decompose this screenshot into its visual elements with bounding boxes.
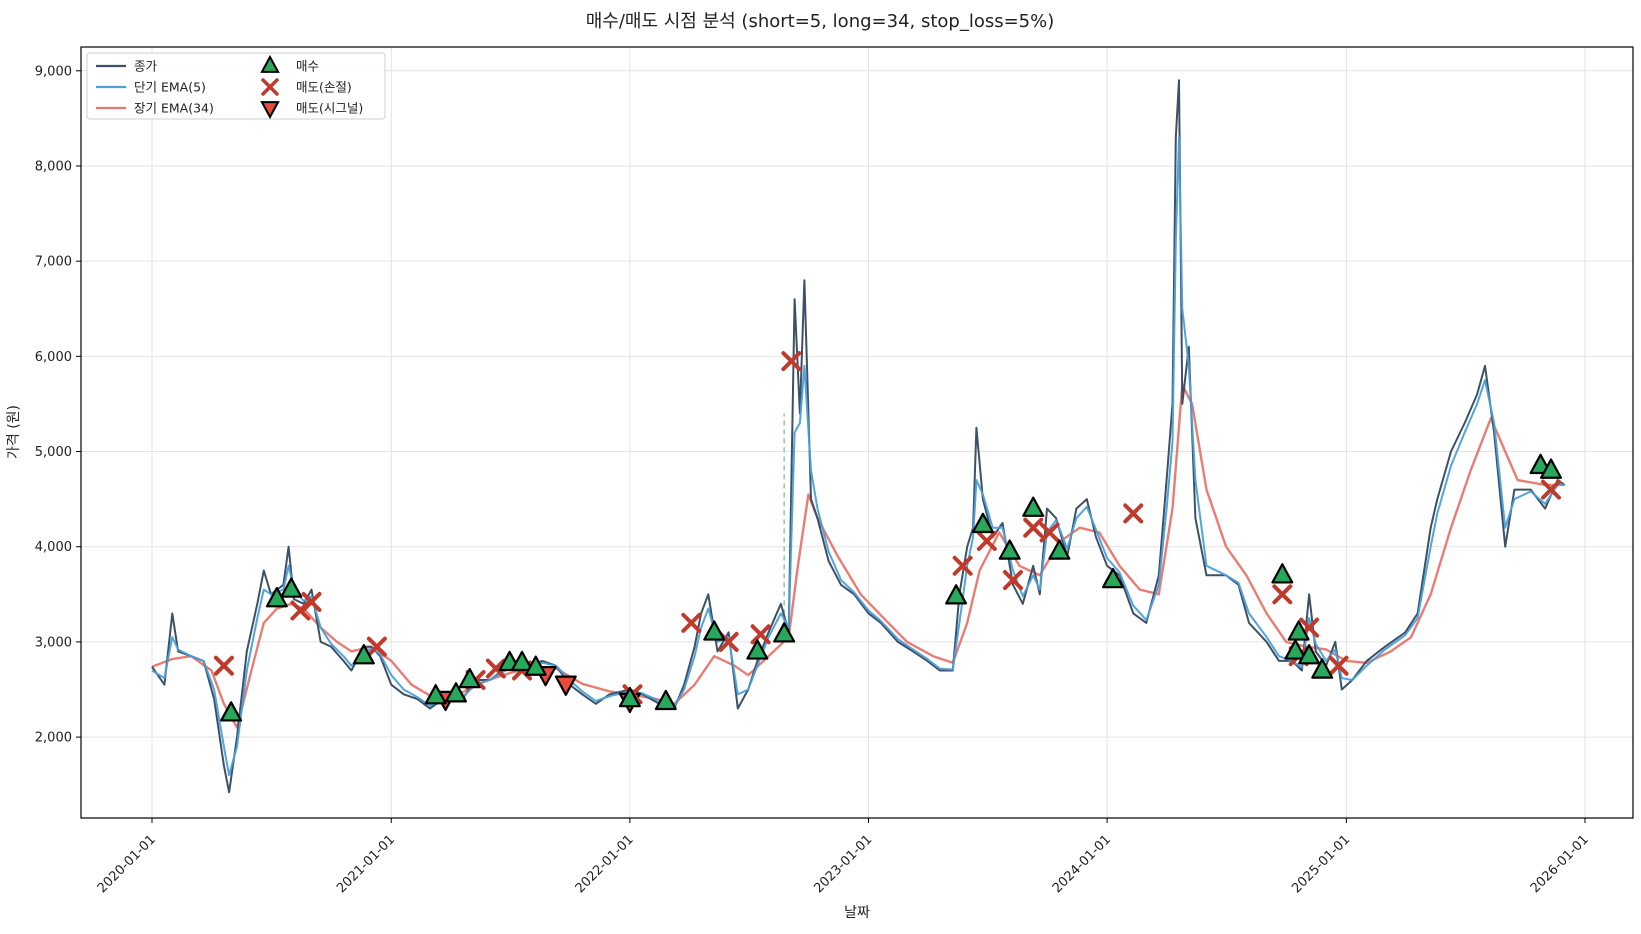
buy-marker xyxy=(352,644,375,665)
marker-layer xyxy=(213,351,1563,722)
buy-marker xyxy=(220,701,243,722)
series-line-long-ema xyxy=(151,383,1565,729)
x-axis-title: 날짜 xyxy=(844,905,870,921)
buy-marker xyxy=(773,622,796,643)
sell-stop-marker xyxy=(366,636,387,657)
x-marker-stroke xyxy=(301,591,322,612)
x-marker-stroke xyxy=(1039,522,1060,543)
sell-stop-marker xyxy=(681,612,702,633)
grid-layer xyxy=(81,47,1633,818)
x-marker-stroke xyxy=(718,631,739,652)
sell-stop-marker xyxy=(781,351,802,372)
sell-stop-marker xyxy=(1272,584,1293,605)
x-marker-stroke xyxy=(1002,570,1023,591)
buy-marker xyxy=(746,639,769,660)
sell-stop-marker xyxy=(1328,655,1349,676)
legend-box xyxy=(86,52,386,120)
legend-label-long-ema: 장기 EMA(34) xyxy=(134,101,214,116)
sell-stop-marker xyxy=(213,655,234,676)
buy-marker xyxy=(1271,563,1294,584)
buy-marker xyxy=(1048,539,1071,560)
buy-marker xyxy=(618,686,641,708)
buy-marker xyxy=(1287,620,1310,641)
buy-marker xyxy=(524,655,547,676)
buy-marker xyxy=(971,512,994,534)
buy-marker xyxy=(511,650,534,672)
legend-label-short-ema: 단기 EMA(5) xyxy=(134,80,206,95)
x-marker-stroke xyxy=(261,78,279,96)
sell-stop-marker xyxy=(1541,479,1562,500)
plot-layer xyxy=(151,79,1566,794)
buy-marker xyxy=(1101,567,1124,589)
buy-marker xyxy=(1298,644,1321,665)
sell-stop-marker xyxy=(1023,517,1044,538)
plot-frame xyxy=(80,46,1634,819)
buy-marker xyxy=(1540,458,1563,479)
buy-marker xyxy=(998,539,1021,560)
y-tick-label: 2,000 xyxy=(35,731,72,746)
y-tick-label: 8,000 xyxy=(35,159,72,174)
sell-stop-marker xyxy=(301,591,322,612)
y-tick-label: 3,000 xyxy=(35,635,72,650)
buy-marker xyxy=(1284,639,1307,660)
buy-marker xyxy=(458,667,481,689)
sell-stop-marker xyxy=(1123,503,1144,524)
x-marker-stroke xyxy=(976,531,997,552)
x-tick-label: 2026-01-01 xyxy=(1528,832,1592,896)
x-marker-stroke xyxy=(750,624,771,645)
y-axis-title: 가격 (원) xyxy=(6,405,22,459)
buy-marker xyxy=(654,689,677,711)
y-tick-label: 4,000 xyxy=(35,540,72,555)
legend-label-close: 종가 xyxy=(134,59,158,74)
y-tick-label: 6,000 xyxy=(35,350,72,365)
chart-title: 매수/매도 시점 분석 (short=5, long=34, stop_loss… xyxy=(586,11,1055,32)
y-tick-label: 5,000 xyxy=(35,445,72,460)
series-line-close xyxy=(151,79,1566,794)
x-marker-stroke xyxy=(1123,503,1144,524)
x-tick-label: 2023-01-01 xyxy=(811,832,875,896)
x-marker-stroke xyxy=(366,636,387,657)
y-tick-label: 9,000 xyxy=(35,64,72,79)
sell-stop-marker xyxy=(1039,522,1060,543)
legend-swatch-sell-stop xyxy=(261,78,279,96)
x-tick-label: 2025-01-01 xyxy=(1289,832,1353,896)
x-tick-label: 2021-01-01 xyxy=(334,832,398,896)
buy-marker xyxy=(1022,496,1045,517)
buy-marker xyxy=(280,577,303,598)
x-tick-label: 2022-01-01 xyxy=(573,832,637,896)
buy-marker xyxy=(424,684,447,705)
buy-marker xyxy=(945,584,968,605)
x-marker-stroke xyxy=(1328,655,1349,676)
legend-label-buy: 매수 xyxy=(296,59,319,74)
legend-swatch-sell-signal xyxy=(260,101,280,120)
buy-marker xyxy=(703,620,726,641)
sell-stop-marker xyxy=(976,531,997,552)
sell-stop-marker xyxy=(952,555,973,576)
legend-label-sell-signal: 매도(시그널) xyxy=(296,101,363,116)
x-marker-stroke xyxy=(213,655,234,676)
x-marker-stroke xyxy=(781,351,802,372)
x-marker-stroke xyxy=(681,612,702,633)
sell-stop-marker xyxy=(750,624,771,645)
buy-marker xyxy=(444,682,467,703)
legend-label-sell-stop: 매도(손절) xyxy=(296,80,352,95)
x-marker-stroke xyxy=(1272,584,1293,605)
series-line-short-ema xyxy=(151,136,1565,777)
sell-stop-marker xyxy=(485,658,506,679)
x-marker-stroke xyxy=(1541,479,1562,500)
x-tick-label: 2024-01-01 xyxy=(1050,832,1114,896)
x-tick-label: 2020-01-01 xyxy=(95,832,159,896)
sell-stop-marker xyxy=(1002,570,1023,591)
x-marker-stroke xyxy=(952,555,973,576)
legend-swatch-buy xyxy=(260,54,280,73)
y-tick-label: 7,000 xyxy=(35,255,72,270)
sell-signal-marker xyxy=(554,675,577,696)
x-marker-stroke xyxy=(485,658,506,679)
buy-marker xyxy=(1311,658,1334,679)
x-marker-stroke xyxy=(1023,517,1044,538)
